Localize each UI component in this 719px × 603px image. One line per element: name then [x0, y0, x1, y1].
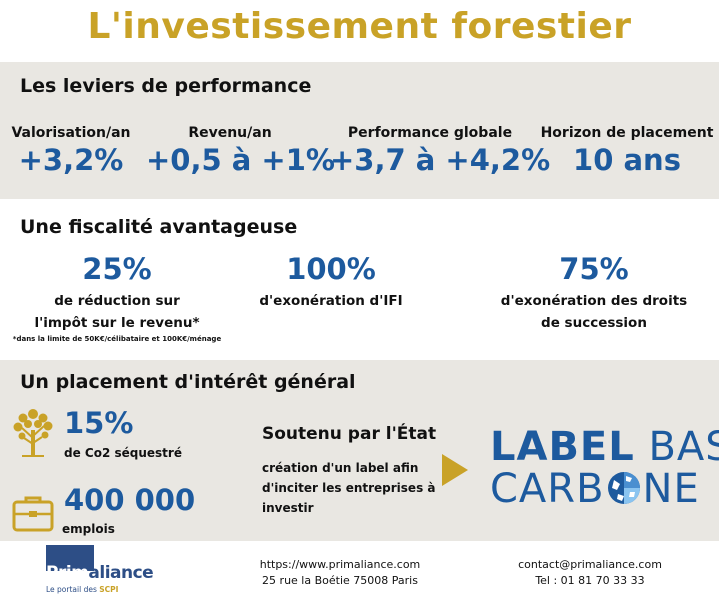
briefcase-icon — [12, 496, 54, 532]
fisc-value: 100% — [286, 252, 376, 286]
fisc-exoneration-succession: 75% d'exonération des droits de successi… — [496, 252, 692, 334]
kpi-revenu: Revenu/an +0,5 à +1% — [146, 125, 335, 177]
tree-icon — [13, 409, 53, 457]
fiscalite-heading: Une fiscalité avantageuse — [20, 216, 298, 238]
label-logo-line2: CARB NE — [490, 466, 700, 512]
co2-value: 15% — [64, 406, 134, 440]
kpi-label: Horizon de placement — [540, 125, 714, 141]
page-title: L'investissement forestier — [87, 6, 632, 47]
interet-section: Un placement d'intérêt général 15% de Co… — [0, 360, 719, 541]
support-line: création d'un label afin — [262, 461, 419, 475]
interet-heading: Un placement d'intérêt général — [20, 371, 356, 393]
email-link[interactable]: contact@primaliance.com — [518, 558, 662, 571]
support-line: d'inciter les entreprises à — [262, 481, 436, 495]
fisc-reduction-impot: 25% de réduction sur l'impôt sur le reve… — [12, 252, 222, 343]
globe-icon — [607, 472, 640, 504]
fisc-text: de réduction sur — [54, 293, 180, 309]
fisc-text: d'exonération des droits — [500, 293, 688, 309]
support-text: création d'un label afin d'inciter les e… — [262, 458, 452, 518]
phone-number: Tel : 01 81 70 33 33 — [535, 574, 645, 587]
fiscalite-section: Une fiscalité avantageuse 25% de réducti… — [0, 199, 719, 360]
footer-contact: contact@primaliance.com Tel : 01 81 70 3… — [500, 557, 680, 589]
kpi-horizon: Horizon de placement 10 ans — [538, 125, 716, 177]
jobs-label: emplois — [62, 522, 115, 536]
footer-address: https://www.primaliance.com 25 rue la Bo… — [240, 557, 440, 589]
performance-section: Les leviers de performance Valorisation/… — [0, 62, 719, 199]
support-line: investir — [262, 501, 314, 515]
co2-label: de Co2 séquestré — [64, 446, 182, 460]
kpi-performance-globale: Performance globale +3,7 à +4,2% — [330, 125, 551, 177]
arrow-right-icon — [442, 454, 468, 486]
fisc-value: 75% — [559, 252, 629, 286]
kpi-value: +3,7 à +4,2% — [330, 143, 551, 177]
fisc-text: d'exonération d'IFI — [259, 293, 403, 309]
logo-box — [46, 545, 94, 571]
performance-heading: Les leviers de performance — [20, 75, 312, 97]
label-logo-light: BAS — [648, 424, 719, 470]
postal-address: 25 rue la Boétie 75008 Paris — [262, 574, 418, 587]
kpi-label: Valorisation/an — [11, 125, 131, 141]
fisc-text: de succession — [541, 315, 647, 331]
kpi-value: +3,2% — [18, 143, 124, 177]
label-logo-line1: LABEL BAS — [490, 424, 719, 470]
support-title: Soutenu par l'État — [262, 424, 437, 444]
fisc-exoneration-ifi: 100% d'exonération d'IFI — [246, 252, 416, 312]
logo-tagline: Le portail des SCPI — [46, 585, 119, 594]
fisc-value: 25% — [82, 252, 152, 286]
website-link[interactable]: https://www.primaliance.com — [259, 558, 421, 571]
jobs-value: 400 000 — [64, 483, 196, 517]
fisc-text: l'impôt sur le revenu* — [34, 315, 200, 331]
kpi-valorisation: Valorisation/an +3,2% — [8, 125, 134, 177]
primaliance-logo[interactable]: Primaliance Le portail des SCPI — [34, 541, 154, 599]
kpi-label: Revenu/an — [188, 125, 272, 141]
fisc-footnote: *dans la limite de 50K€/célibataire et 1… — [12, 335, 222, 343]
label-logo-carb: CARB — [490, 466, 605, 512]
kpi-value: 10 ans — [573, 143, 681, 177]
label-logo-ne: NE — [642, 466, 700, 512]
label-logo-bold: LABEL — [490, 424, 635, 470]
kpi-value: +0,5 à +1% — [146, 143, 335, 177]
logo-name: Primaliance — [46, 563, 154, 583]
kpi-label: Performance globale — [347, 125, 513, 141]
